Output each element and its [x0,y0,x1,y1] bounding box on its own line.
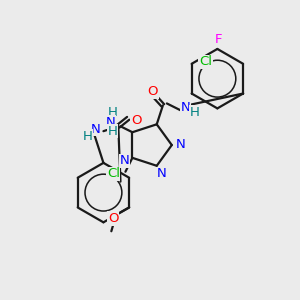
Text: F: F [214,32,222,46]
Text: H: H [108,106,118,119]
Text: O: O [108,212,119,225]
Text: N: N [181,101,190,114]
Text: N: N [91,123,100,136]
Text: Cl: Cl [199,55,212,68]
Text: N: N [157,167,166,180]
Text: H: H [82,130,92,142]
Text: N: N [176,138,186,151]
Text: O: O [131,114,141,127]
Text: N: N [120,154,129,167]
Text: N: N [106,116,116,129]
Text: H: H [108,125,118,138]
Text: H: H [190,106,200,119]
Text: Cl: Cl [107,167,120,180]
Text: O: O [148,85,158,98]
